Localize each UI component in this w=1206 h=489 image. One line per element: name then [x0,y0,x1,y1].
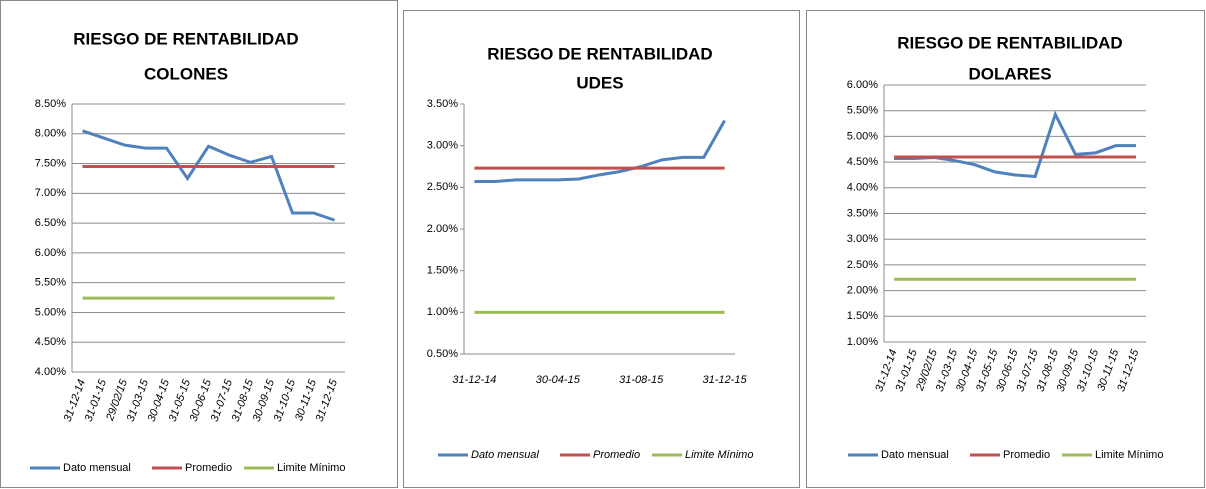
y-tick-label: 4.50% [35,336,66,348]
y-tick-label: 1.50% [847,310,878,322]
legend-label: Promedio [1003,449,1050,461]
y-tick-label: 3.50% [427,98,458,110]
y-tick-label: 1.00% [427,306,458,318]
y-tick-label: 6.50% [35,217,66,229]
legend-label: Promedio [185,462,232,474]
x-tick-label: 31-12-14 [452,374,496,386]
panel-frame [0,0,398,488]
panel-frame [806,10,1205,488]
legend-label: Dato mensual [63,462,131,474]
x-tick-label: 30-04-15 [536,374,581,386]
legend-label: Limite Mínimo [277,462,345,474]
y-tick-label: 2.00% [847,285,878,297]
y-tick-label: 7.50% [35,157,66,169]
y-tick-label: 4.00% [847,182,878,194]
series-line [894,110,1136,179]
y-tick-label: 3.50% [847,207,878,219]
legend-label: Dato mensual [471,449,539,461]
y-tick-label: 5.50% [847,105,878,117]
y-tick-label: 3.00% [427,140,458,152]
y-tick-label: 5.00% [35,306,66,318]
y-tick-label: 4.50% [847,156,878,168]
chart-subtitle: UDES [576,73,623,92]
y-tick-label: 5.00% [847,130,878,142]
legend-label: Promedio [593,449,640,461]
y-tick-label: 5.50% [35,277,66,289]
y-tick-label: 3.00% [847,233,878,245]
y-tick-label: 4.00% [35,366,66,378]
legend-label: Dato mensual [881,449,949,461]
chart-subtitle: DOLARES [968,64,1051,83]
y-tick-label: 6.00% [847,79,878,91]
series-line [474,119,726,183]
series-line [82,129,335,222]
y-tick-label: 2.50% [847,259,878,271]
y-tick-label: 8.50% [35,98,66,110]
x-tick-label: 31-12-15 [703,374,748,386]
chart-subtitle: COLONES [144,64,228,83]
y-tick-label: 8.00% [35,128,66,140]
y-tick-label: 7.00% [35,187,66,199]
x-tick-label: 31-08-15 [619,374,664,386]
legend-label: Limite Mínimo [1095,449,1163,461]
y-tick-label: 1.50% [427,265,458,277]
y-tick-label: 6.00% [35,247,66,259]
chart-title: RIESGO DE RENTABILIDAD [487,44,712,63]
y-tick-label: 0.50% [427,348,458,360]
y-tick-label: 2.00% [427,223,458,235]
y-tick-label: 2.50% [427,181,458,193]
chart-title: RIESGO DE RENTABILIDAD [73,29,298,48]
panel-frame [403,10,800,488]
y-tick-label: 1.00% [847,336,878,348]
chart-title: RIESGO DE RENTABILIDAD [897,33,1122,52]
legend-label: Limite Mínimo [685,449,753,461]
